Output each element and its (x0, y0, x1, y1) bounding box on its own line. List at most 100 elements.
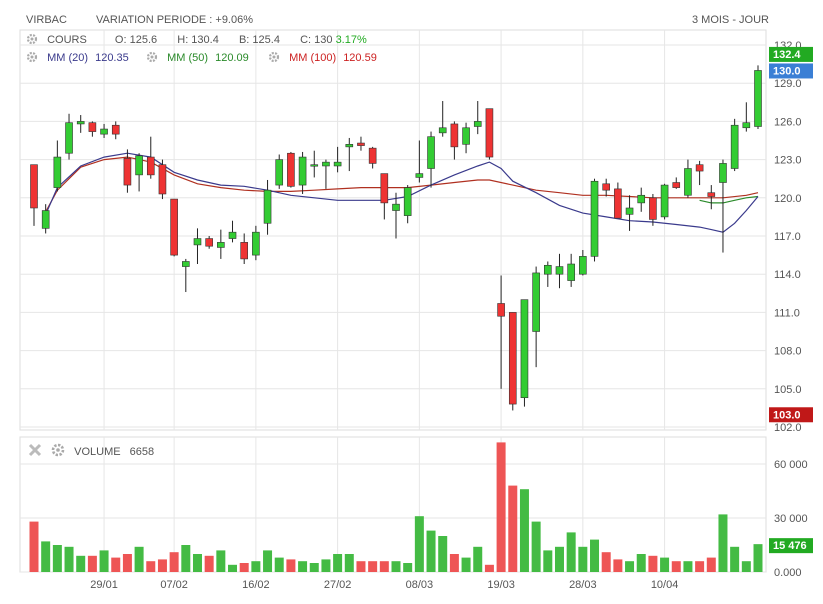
volume-value: 6658 (129, 446, 155, 458)
low-value: B: 125.4 (238, 34, 280, 46)
period-selector[interactable]: 3 MOIS - JOUR (691, 14, 769, 26)
price-tick-label: 123.0 (774, 155, 802, 167)
volume-bar (473, 546, 483, 572)
candle-body (357, 142, 365, 146)
candle-body (450, 123, 459, 148)
volume-bar (449, 554, 459, 572)
gear-icon[interactable] (26, 51, 38, 63)
volume-bar (414, 516, 424, 572)
candle-body (684, 168, 692, 196)
close-change: 3.17% (335, 34, 367, 46)
volume-tick-label: 60 000 (774, 459, 808, 471)
mm20-value: 120.35 (95, 52, 129, 64)
candle-body (146, 156, 155, 176)
candle-body (53, 156, 62, 188)
volume-bar (660, 557, 670, 572)
candle-body (508, 312, 517, 405)
volume-bar (263, 550, 273, 572)
volume-bar (706, 557, 716, 572)
candle-body (135, 155, 143, 176)
candle-body (275, 159, 284, 186)
mm100-label: MM (100) (289, 52, 337, 64)
price-tick-label: 120.0 (774, 193, 802, 205)
candle-body (182, 261, 190, 267)
candle-body (485, 108, 494, 158)
candle-body (123, 158, 132, 186)
candle-body (754, 70, 762, 127)
volume-bar (496, 442, 506, 572)
gear-icon[interactable] (26, 33, 38, 45)
candle-body (532, 272, 540, 332)
volume-bar (531, 521, 541, 572)
mm20-legend: MM (20) 120.35 (26, 51, 129, 64)
mm50-value: 120.09 (215, 52, 249, 64)
candle-body (497, 303, 505, 317)
volume-bar (566, 532, 576, 572)
gear-icon[interactable] (51, 443, 65, 457)
mm20-line (45, 152, 759, 233)
date-axis: 29/01 07/02 16/02 27/02 08/03 19/03 28/03 10/04 (90, 579, 678, 591)
volume-bar (356, 561, 366, 572)
volume-bar (274, 557, 284, 572)
last-volume-badge (769, 538, 813, 554)
gear-icon[interactable] (146, 51, 158, 63)
mm100-value: 120.59 (343, 52, 377, 64)
candle-body (217, 242, 225, 248)
gear-icon[interactable] (268, 51, 280, 63)
candle-body (730, 124, 739, 169)
open-value: O: 125.6 (114, 34, 158, 46)
low-price-badge (769, 407, 813, 423)
volume-bar (251, 561, 261, 572)
candle-body (520, 299, 529, 399)
volume-tick-label: 30 000 (774, 513, 808, 525)
volume-bar (601, 552, 611, 572)
price-tick-label: 111.0 (774, 307, 800, 319)
price-tick-label: 126.0 (774, 116, 802, 128)
candle-body (707, 192, 716, 197)
candle-body (88, 122, 97, 132)
volume-bar (636, 554, 646, 572)
value-badges: 132.4 130.0 103.0 15 476 (769, 46, 813, 554)
candle-body (322, 161, 330, 167)
period-variation: VARIATION PERIODE : +9.06% (96, 14, 254, 26)
candle-body (193, 238, 202, 246)
volume-bar (379, 561, 389, 572)
volume-bar (484, 564, 494, 572)
candle-body (602, 183, 610, 191)
volume-bar (29, 521, 39, 572)
candle-body (427, 136, 435, 169)
volume-bar (192, 554, 202, 572)
mm50-label: MM (50) (167, 52, 209, 64)
volume-bar (333, 554, 343, 572)
volume-bar (87, 555, 97, 572)
mm20-label: MM (20) (47, 52, 89, 64)
candle-body (368, 147, 377, 164)
price-tick-label: 129.0 (774, 78, 802, 90)
high-value: H: 130.4 (177, 34, 219, 46)
date-tick-label: 10/04 (651, 579, 679, 591)
candle-body (310, 164, 319, 167)
volume-bar (613, 559, 623, 572)
volume-bar (625, 561, 635, 572)
candle-body (649, 197, 657, 220)
candle-body (287, 152, 295, 187)
volume-bar (391, 561, 401, 572)
close-icon[interactable] (28, 443, 42, 457)
volume-bar (309, 563, 319, 572)
candle-body (240, 242, 248, 260)
candle-body (672, 182, 681, 188)
volume-bar (64, 546, 74, 572)
candle-body (660, 184, 669, 218)
candle-body (380, 173, 389, 204)
volume-bar (403, 563, 413, 572)
price-axis: 132.0129.0126.0123.0120.0117.0114.0111.0… (774, 40, 802, 434)
volume-bar (146, 561, 156, 572)
date-tick-label: 08/03 (406, 579, 434, 591)
volume-bar (298, 561, 308, 572)
volume-tick-label: 0.000 (774, 567, 802, 579)
candle-body (742, 122, 751, 129)
volume-bar (239, 563, 249, 572)
volume-legend: VOLUME 6658 (28, 443, 154, 458)
volume-bar (578, 546, 588, 572)
